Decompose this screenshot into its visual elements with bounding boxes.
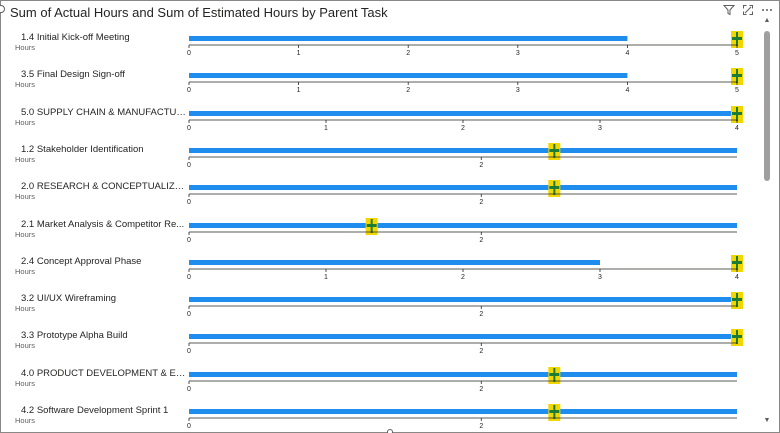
vertical-scrollbar[interactable]: ▲ ▼ <box>763 17 771 425</box>
bullet-chart-rows: 1.4 Initial Kick-off Meeting Hours 0 1 2 3 4 5 3… <box>1 1 761 433</box>
actual-hours-bar[interactable] <box>189 36 628 41</box>
bullet-row[interactable]: 3.5 Final Design Sign-off Hours 0 1 2 3 4 5 <box>1 68 761 106</box>
row-unit-label: Hours <box>15 341 36 351</box>
resize-handle-bottom-center[interactable] <box>387 429 393 433</box>
axis-tick-label: 0 <box>187 87 191 94</box>
axis-tick-label: 0 <box>187 237 191 244</box>
bullet-row[interactable]: 1.2 Stakeholder Identification Hours 0 2 <box>1 142 761 181</box>
axis-tick-label: 2 <box>479 162 483 169</box>
row-unit-label: Hours <box>15 378 36 388</box>
axis-tick-label: 5 <box>735 50 739 57</box>
axis-tick-label: 2 <box>479 348 483 355</box>
axis-tick-label: 1 <box>324 274 328 281</box>
axis-tick-label: 4 <box>625 50 629 57</box>
actual-hours-bar[interactable] <box>189 147 737 153</box>
actual-hours-bar[interactable] <box>189 222 737 228</box>
actual-hours-bar[interactable] <box>189 73 628 79</box>
axis-tick-label: 3 <box>598 274 602 281</box>
axis-tick-label: 3 <box>516 87 520 94</box>
axis-tick-label: 0 <box>187 199 191 206</box>
bullet-row[interactable]: 4.2 Software Development Sprint 1 Hours 0 2 <box>1 404 761 433</box>
row-unit-label: Hours <box>15 117 36 127</box>
axis-tick-label: 3 <box>598 125 602 132</box>
axis-tick-label: 2 <box>479 199 483 206</box>
axis-tick-label: 0 <box>187 348 191 355</box>
axis-tick-label: 2 <box>479 386 483 393</box>
axis-tick-label: 0 <box>187 386 191 393</box>
axis-tick-label: 0 <box>187 162 191 169</box>
row-unit-label: Hours <box>15 229 36 239</box>
bullet-row[interactable]: 2.4 Concept Approval Phase Hours 0 1 2 3 4 <box>1 254 761 293</box>
bullet-row[interactable]: 3.3 Prototype Alpha Build Hours 0 2 <box>1 329 761 367</box>
bullet-row[interactable]: 2.0 RESEARCH & CONCEPTUALIZATI... Hours 0 2 <box>1 180 761 218</box>
axis-tick-label: 2 <box>479 311 483 318</box>
actual-hours-bar[interactable] <box>189 259 600 265</box>
row-unit-label: Hours <box>15 192 36 202</box>
visual-title: Sum of Actual Hours and Sum of Estimated… <box>10 5 388 20</box>
actual-hours-bar[interactable] <box>189 297 737 303</box>
axis-tick-label: 0 <box>187 423 191 430</box>
scroll-down-icon[interactable]: ▼ <box>763 417 771 424</box>
axis-tick-label: 0 <box>187 50 191 57</box>
axis-tick-label: 2 <box>479 423 483 430</box>
bullet-row[interactable]: 3.2 UI/UX Wireframing Hours 0 2 <box>1 292 761 330</box>
actual-hours-bar[interactable] <box>189 409 737 414</box>
focus-mode-icon[interactable] <box>742 4 754 16</box>
bullet-svg: 0 1 2 3 4 5 <box>187 31 743 57</box>
axis-tick-label: 1 <box>324 125 328 132</box>
row-unit-label: Hours <box>15 416 36 425</box>
axis-tick-label: 0 <box>187 274 191 281</box>
resize-handle-top-left[interactable] <box>0 5 5 13</box>
more-options-icon[interactable] <box>761 4 773 16</box>
axis-tick-label: 5 <box>735 87 739 94</box>
axis-tick-label: 2 <box>461 274 465 281</box>
actual-hours-bar[interactable] <box>189 334 737 340</box>
actual-hours-bar[interactable] <box>189 185 737 191</box>
bullet-row[interactable]: 2.1 Market Analysis & Competitor Re... Ho… <box>1 217 761 256</box>
axis-tick-label: 3 <box>516 50 520 57</box>
bullet-svg: 0 1 2 3 4 5 <box>187 68 743 94</box>
bullet-svg: 0 1 2 3 4 <box>187 105 743 132</box>
axis-tick-label: 2 <box>461 125 465 132</box>
bullet-row[interactable]: 1.4 Initial Kick-off Meeting Hours 0 1 2 3 4 5 <box>1 31 761 69</box>
axis-tick-label: 4 <box>625 87 629 94</box>
row-unit-label: Hours <box>15 43 36 52</box>
axis-tick-label: 2 <box>479 237 483 244</box>
row-unit-label: Hours <box>15 154 36 164</box>
bullet-svg: 0 1 2 3 4 <box>187 254 743 281</box>
axis-tick-label: 0 <box>187 125 191 132</box>
scroll-up-icon[interactable]: ▲ <box>763 17 771 24</box>
row-unit-label: Hours <box>15 80 36 90</box>
visual-header-icons <box>723 4 773 16</box>
axis-tick-label: 2 <box>406 50 410 57</box>
filter-icon[interactable] <box>723 4 735 16</box>
scroll-thumb[interactable] <box>764 31 770 181</box>
row-unit-label: Hours <box>15 304 36 314</box>
actual-hours-bar[interactable] <box>189 110 737 116</box>
row-unit-label: Hours <box>15 266 36 276</box>
axis-tick-label: 4 <box>735 125 739 132</box>
bullet-row[interactable]: 4.0 PRODUCT DEVELOPMENT & ENG... Hours 0 2 <box>1 366 761 405</box>
bullet-row[interactable]: 5.0 SUPPLY CHAIN & MANUFACTURI... Hours 0 1… <box>1 105 761 144</box>
axis-tick-label: 4 <box>735 274 739 281</box>
axis-tick-label: 0 <box>187 311 191 318</box>
axis-tick-label: 1 <box>297 87 301 94</box>
axis-tick-label: 2 <box>406 87 410 94</box>
actual-hours-bar[interactable] <box>189 371 737 377</box>
axis-tick-label: 1 <box>297 50 301 57</box>
